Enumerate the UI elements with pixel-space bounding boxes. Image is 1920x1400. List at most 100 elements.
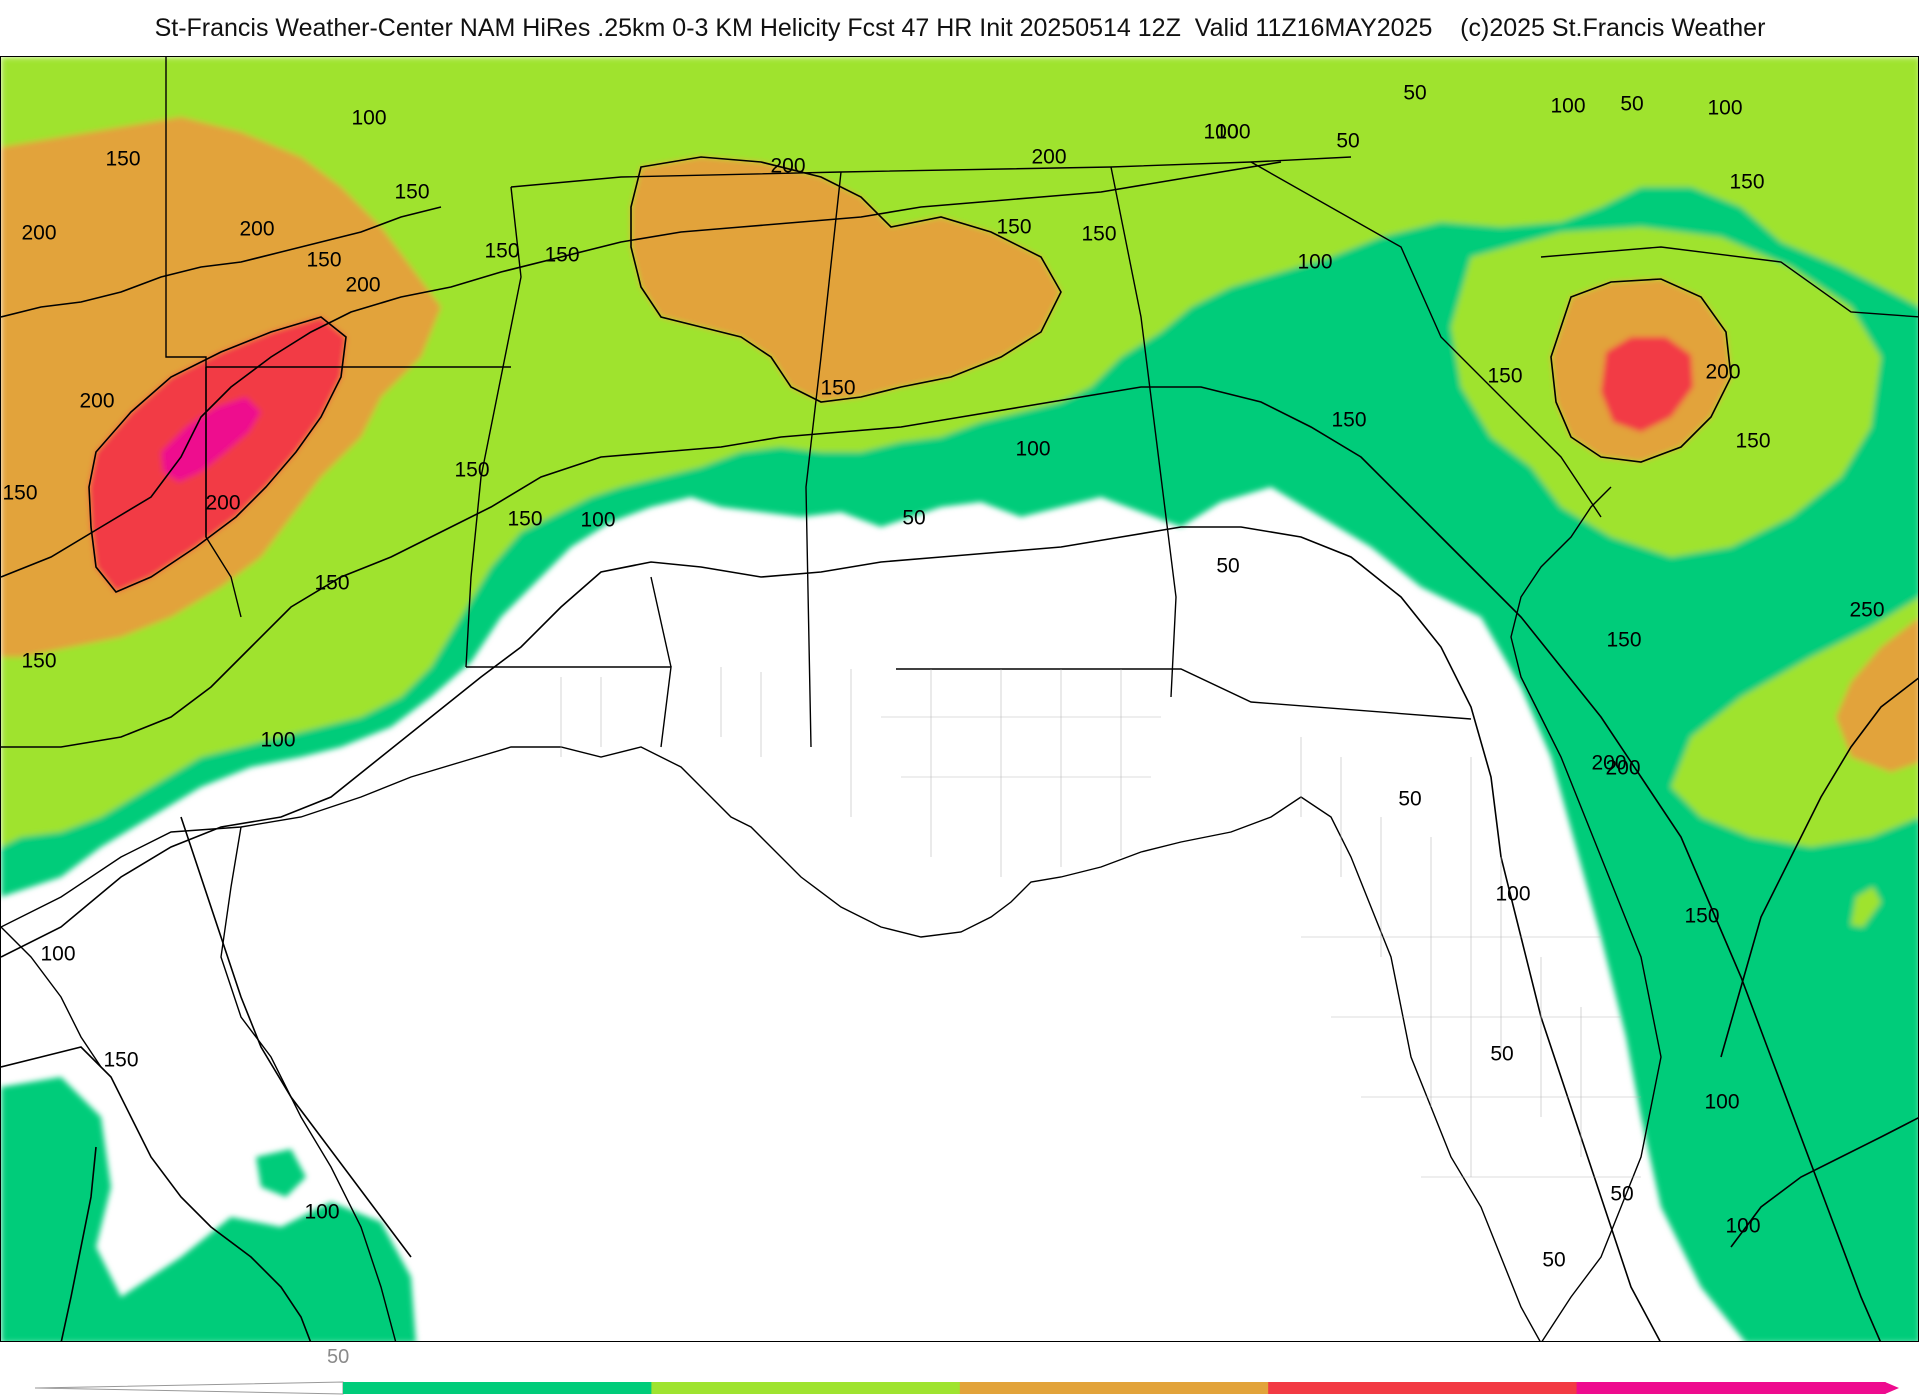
legend-tick-label: 50 (327, 1346, 350, 1368)
helicity-fill-150-central (631, 157, 1061, 402)
contour-label: 100 (304, 1201, 339, 1224)
contour-label: 200 (1591, 752, 1626, 775)
helicity-fill-100-offshore (1671, 598, 1918, 847)
contour-label: 50 (1490, 1043, 1513, 1066)
contour-label: 200 (21, 222, 56, 245)
contour-label: 200 (345, 274, 380, 297)
contour-label: 150 (1606, 629, 1641, 652)
contour-label: 50 (1610, 1183, 1633, 1206)
contour-line (1, 1046, 312, 1341)
contour-label: 100 (1495, 883, 1530, 906)
contour-label: 50 (1542, 1249, 1565, 1272)
county-line (1470, 757, 1582, 1177)
contour-label: 50 (902, 507, 925, 530)
contour-label: 150 (996, 216, 1031, 239)
state-border-line (465, 186, 522, 668)
coastline (1510, 486, 1662, 1341)
contour-label: 150 (484, 240, 519, 263)
contour-line (88, 316, 347, 593)
state-border-line (1250, 161, 1602, 518)
contour-label: 200 (770, 155, 805, 178)
contour-label: 200 (205, 492, 240, 515)
contour-line (1720, 677, 1918, 1058)
state-border-line (896, 668, 1472, 720)
contour-label: 200 (1705, 361, 1740, 384)
helicity-fill-50-southwest (1, 1077, 416, 1341)
coastline (220, 826, 397, 1341)
contour-label: 200 (239, 218, 274, 241)
helicity-fill-150-offshore (1836, 618, 1918, 772)
contour-label: 50 (1336, 130, 1359, 153)
state-borders (1, 57, 1918, 1341)
contour-label: 100 (1203, 121, 1238, 144)
contour-label: 100 (260, 729, 295, 752)
contour-line (1, 386, 1882, 1341)
contour-line (1730, 1117, 1918, 1248)
legend-swatch (343, 1382, 652, 1394)
legend-arrow-high (1885, 1382, 1899, 1394)
state-border-line (650, 576, 672, 668)
contour-label: 150 (1081, 223, 1116, 246)
contour-label: 100 (351, 107, 386, 130)
helicity-contours (1, 156, 1918, 1341)
legend-swatch (959, 1382, 1269, 1394)
contour-label: 100 (1707, 97, 1742, 120)
contour-label: 50 (1398, 788, 1421, 811)
county-line (930, 669, 1122, 877)
legend-below-threshold (34, 1381, 344, 1395)
helicity-fill-250-west (161, 397, 261, 482)
contour-label: 150 (103, 1049, 138, 1072)
contour-label: 100 (1215, 121, 1250, 144)
legend-swatch (1576, 1382, 1886, 1394)
county-line (1301, 936, 1641, 1178)
contour-label: 200 (79, 390, 114, 413)
helicity-fill-100-north (1, 57, 1918, 847)
contour-label: 50 (1620, 93, 1643, 116)
contour-line (60, 1146, 97, 1341)
state-border-line (805, 171, 842, 748)
state-border-line (1110, 166, 1177, 698)
contour-label: 100 (1725, 1215, 1760, 1238)
helicity-fill-100-streak (1851, 887, 1881, 927)
contour-line (1, 161, 1282, 578)
legend-swatch (1268, 1382, 1578, 1394)
contour-label: 100 (1704, 1091, 1739, 1114)
coastline (1, 926, 102, 1068)
contour-label: 250 (1849, 599, 1884, 622)
contour-label: 150 (306, 249, 341, 272)
contour-label: 150 (21, 650, 56, 673)
coastline (1, 746, 1541, 1341)
contour-line (180, 816, 412, 1258)
contour-line (1, 206, 442, 318)
contour-label: 150 (314, 572, 349, 595)
contour-label: 150 (1684, 905, 1719, 928)
contour-label: 100 (1297, 251, 1332, 274)
chart-title: St-Francis Weather-Center NAM HiRes .25k… (154, 13, 1766, 42)
helicity-fill-200-east (1601, 337, 1693, 432)
contour-label: 100 (40, 943, 75, 966)
contour-label: 50 (1403, 82, 1426, 105)
contour-label: 150 (1487, 365, 1522, 388)
contour-line (630, 156, 1062, 403)
state-border-line (466, 666, 672, 748)
state-border-line (205, 367, 242, 618)
county-lines (560, 667, 1641, 1178)
contour-label: 100 (1550, 95, 1585, 118)
contour-label: 150 (1735, 430, 1770, 453)
contour-label: 150 (820, 377, 855, 400)
legend-swatch (651, 1382, 961, 1394)
contour-label: 150 (105, 148, 140, 171)
county-line (560, 667, 852, 817)
map-panel: 200 100 150 150 200 150 150 150 200 200 200 200 200 1… (0, 56, 1919, 1342)
contour-label: 50 (1216, 555, 1239, 578)
contour-label: 150 (1331, 409, 1366, 432)
contour-label: 150 (394, 181, 429, 204)
state-border-line (1540, 246, 1918, 318)
state-border-line (510, 156, 1352, 188)
contour-label: 150 (1729, 171, 1764, 194)
contour-label: 150 (507, 508, 542, 531)
county-line (881, 716, 1161, 778)
contour-line (1550, 278, 1732, 463)
county-line (1300, 737, 1432, 1107)
